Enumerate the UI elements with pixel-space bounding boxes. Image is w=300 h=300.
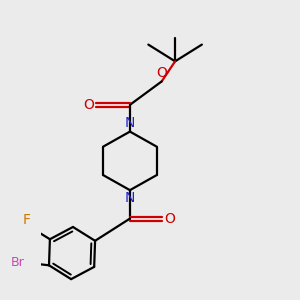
Text: F: F bbox=[22, 213, 31, 227]
Text: O: O bbox=[83, 98, 94, 112]
Text: N: N bbox=[125, 116, 135, 130]
Text: O: O bbox=[156, 66, 167, 80]
Text: Br: Br bbox=[11, 256, 24, 269]
Text: N: N bbox=[125, 191, 135, 206]
Text: O: O bbox=[164, 212, 175, 226]
